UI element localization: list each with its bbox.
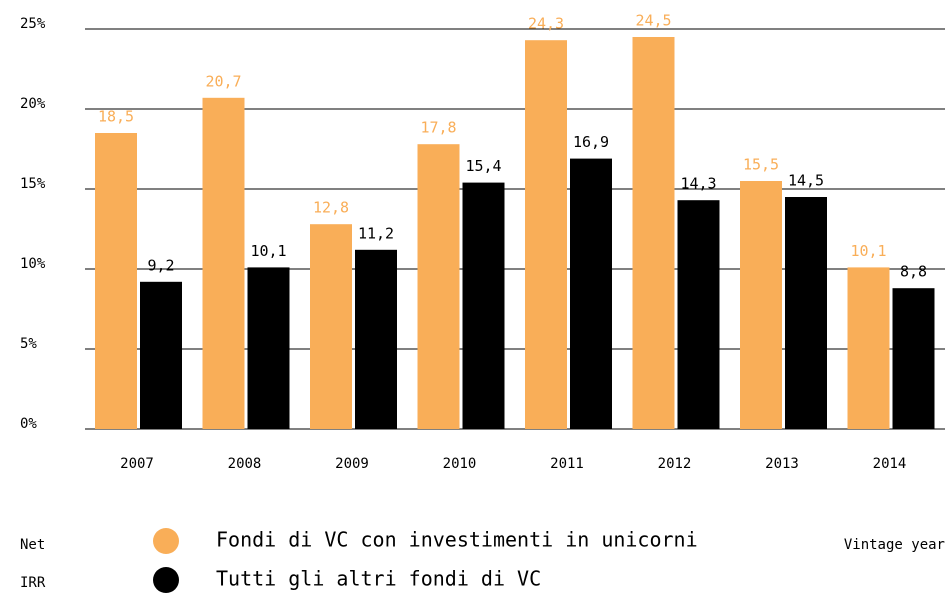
- value-label: 9,2: [147, 256, 174, 274]
- bar: [892, 288, 935, 429]
- value-label: 16,9: [573, 133, 609, 151]
- y-tick-label: 20%: [20, 96, 46, 112]
- x-tick-label: 2009: [335, 456, 369, 472]
- bar: [785, 197, 827, 429]
- x-tick-label: 2008: [228, 456, 262, 472]
- y-tick-label: 15%: [20, 176, 46, 192]
- bar: [677, 200, 720, 429]
- value-label: 10,1: [250, 242, 286, 260]
- y-tick-label: 0%: [20, 416, 37, 432]
- bar: [462, 182, 505, 429]
- bar: [417, 144, 460, 429]
- bar: [95, 133, 137, 429]
- value-label: 18,5: [98, 108, 134, 126]
- legend-marker: [153, 567, 179, 593]
- value-label: 24,3: [528, 15, 564, 33]
- x-tick-label: 2014: [873, 456, 907, 472]
- bar: [202, 97, 245, 430]
- bar: [632, 37, 675, 429]
- value-label: 15,4: [465, 157, 501, 175]
- value-label: 8,8: [900, 263, 927, 281]
- bar: [740, 181, 782, 429]
- x-tick-label: 2012: [658, 456, 692, 472]
- x-tick-label: 2007: [120, 456, 154, 472]
- value-label: 24,5: [635, 12, 671, 30]
- y-axis-label: Net: [20, 537, 45, 553]
- y-axis-label: IRR: [20, 575, 46, 591]
- value-label: 10,1: [850, 242, 886, 260]
- value-label: 20,7: [205, 72, 241, 90]
- value-label: 14,5: [788, 172, 824, 190]
- x-tick-label: 2010: [443, 456, 477, 472]
- bar: [310, 224, 352, 429]
- bar: [247, 267, 290, 429]
- value-label: 15,5: [743, 156, 779, 174]
- bar: [525, 40, 567, 429]
- x-axis-label: Vintage year: [844, 537, 945, 553]
- value-label: 12,8: [313, 199, 349, 217]
- bar: [140, 281, 182, 429]
- y-tick-label: 10%: [20, 256, 46, 272]
- bar: [570, 158, 612, 429]
- bar: [847, 267, 890, 429]
- legend-label: Fondi di VC con investimenti in unicorni: [216, 528, 698, 552]
- x-tick-label: 2013: [765, 456, 799, 472]
- value-label: 17,8: [420, 119, 456, 137]
- bar: [355, 249, 397, 429]
- legend-label: Tutti gli altri fondi di VC: [216, 567, 541, 591]
- x-tick-label: 2011: [550, 456, 584, 472]
- legend-marker: [153, 528, 179, 554]
- y-tick-label: 25%: [20, 16, 46, 32]
- y-tick-label: 5%: [20, 336, 37, 352]
- value-label: 14,3: [680, 175, 716, 193]
- value-label: 11,2: [358, 224, 394, 242]
